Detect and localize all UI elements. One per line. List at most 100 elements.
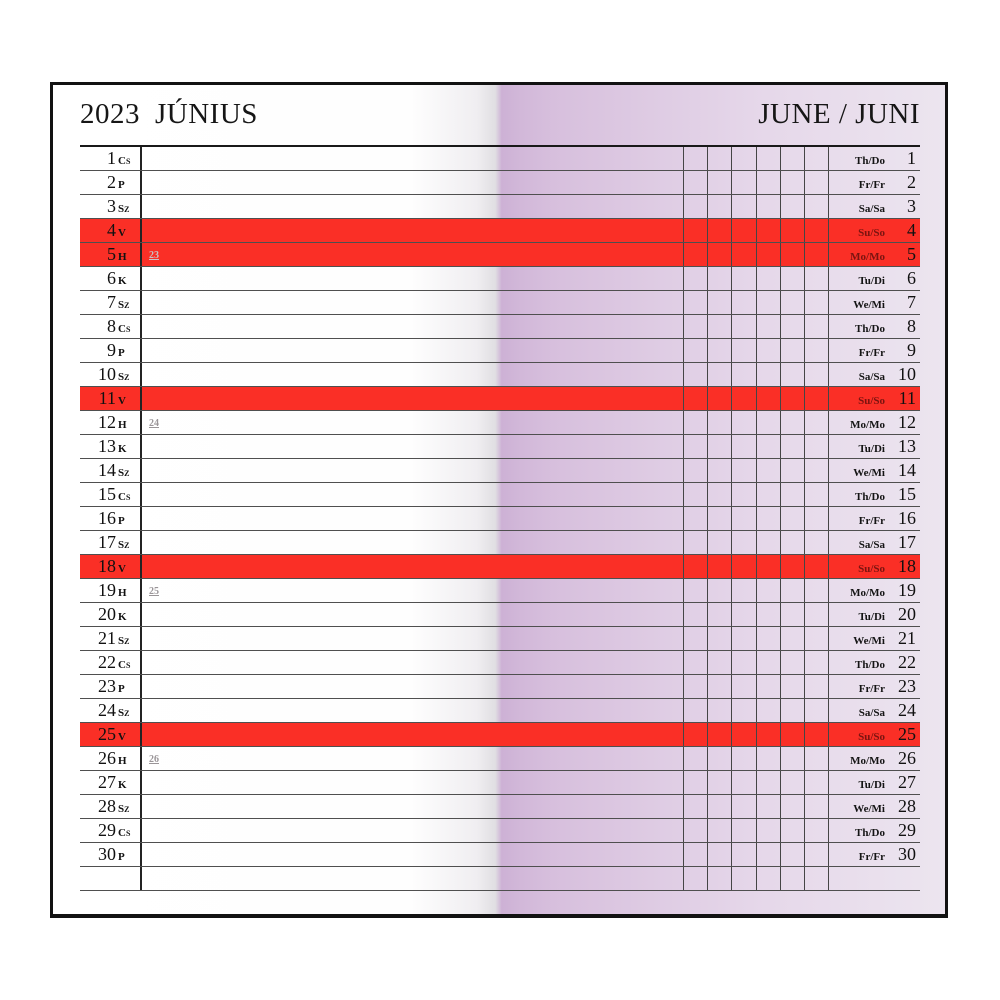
grid-cell (683, 147, 707, 170)
grid-cell (683, 867, 707, 890)
grid-cell (755, 219, 780, 242)
tick-grid (683, 531, 828, 554)
grid-cell (755, 747, 780, 770)
day-abbr-hungarian: Sz (118, 803, 130, 815)
grid-cell (707, 267, 731, 290)
day-abbr-hungarian: V (118, 395, 126, 407)
day-number-left: 15 (98, 484, 116, 504)
calendar-row-17: 17 Sz Sa/Sa 17 (80, 531, 920, 555)
grid-cell (683, 771, 707, 794)
day-cell-left: 21 Sz (80, 627, 142, 650)
day-number-right: 12 (898, 412, 916, 432)
grid-cell (779, 483, 804, 506)
day-number-left: 17 (98, 532, 116, 552)
day-abbr-en-de: Fr/Fr (858, 683, 885, 695)
grid-cell (731, 363, 755, 386)
grid-cell (683, 843, 707, 866)
tick-grid (683, 867, 828, 890)
day-number-right: 10 (898, 364, 916, 384)
tick-grid (683, 603, 828, 626)
day-number-right: 5 (907, 244, 916, 264)
grid-cell (731, 675, 755, 698)
grid-cell (779, 147, 804, 170)
day-number-left: 2 (107, 172, 116, 192)
day-number-left: 4 (107, 220, 116, 240)
grid-cell (755, 627, 780, 650)
grid-cell (803, 171, 828, 194)
year-label: 2023 (80, 98, 140, 130)
page-frame: 2023 JÚNIUS JUNE / JUNI 1 Cs Th/Do 1 2 P Fr/Fr… (50, 82, 948, 918)
day-cell-right: Su/So 11 (828, 387, 920, 410)
day-cell-left: 10 Sz (80, 363, 142, 386)
day-cell-right: Su/So 18 (828, 555, 920, 578)
grid-cell (803, 843, 828, 866)
day-cell-right: We/Mi 14 (828, 459, 920, 482)
calendar-row-20: 20 K Tu/Di 20 (80, 603, 920, 627)
day-abbr-hungarian: Sz (118, 299, 130, 311)
day-abbr-hungarian: Cs (118, 323, 131, 335)
tick-grid (683, 819, 828, 842)
grid-cell (779, 795, 804, 818)
grid-cell (731, 699, 755, 722)
day-abbr-en-de: Mo/Mo (850, 587, 885, 599)
week-number: 23 (149, 250, 159, 261)
day-abbr-en-de: Fr/Fr (858, 347, 885, 359)
grid-cell (803, 291, 828, 314)
day-abbr-hungarian: Sz (118, 539, 130, 551)
tick-grid (683, 387, 828, 410)
day-abbr-hungarian: K (118, 275, 127, 287)
notes-area (142, 291, 683, 314)
notes-area (142, 387, 683, 410)
grid-cell (779, 171, 804, 194)
day-cell-right: Fr/Fr 2 (828, 171, 920, 194)
day-abbr-hungarian: K (118, 611, 127, 623)
day-abbr-en-de: Fr/Fr (858, 851, 885, 863)
grid-cell (731, 579, 755, 602)
day-number-left: 24 (98, 700, 116, 720)
day-cell-right: Fr/Fr 16 (828, 507, 920, 530)
grid-cell (755, 819, 780, 842)
day-number-right: 13 (898, 436, 916, 456)
day-number-left: 25 (98, 724, 116, 744)
grid-cell (755, 531, 780, 554)
grid-cell (803, 315, 828, 338)
day-cell-left: 22 Cs (80, 651, 142, 674)
day-abbr-en-de: Th/Do (855, 155, 885, 167)
day-abbr-en-de: Su/So (858, 227, 885, 239)
day-abbr-en-de: Tu/Di (858, 443, 885, 455)
grid-cell (707, 219, 731, 242)
grid-cell (683, 195, 707, 218)
notes-area (142, 819, 683, 842)
grid-cell (731, 531, 755, 554)
day-number-right: 30 (898, 844, 916, 864)
grid-cell (683, 675, 707, 698)
grid-cell (755, 843, 780, 866)
day-abbr-en-de: Fr/Fr (858, 515, 885, 527)
grid-cell (707, 723, 731, 746)
day-cell-left: 15 Cs (80, 483, 142, 506)
grid-cell (683, 243, 707, 266)
day-number-left: 9 (107, 340, 116, 360)
calendar-row-4: 4 V Su/So 4 (80, 219, 920, 243)
day-abbr-hungarian: V (118, 731, 126, 743)
header-left: 2023 JÚNIUS (80, 98, 258, 131)
grid-cell (779, 531, 804, 554)
notes-area (142, 555, 683, 578)
grid-cell (803, 651, 828, 674)
day-cell-left: 26 H (80, 747, 142, 770)
grid-cell (707, 843, 731, 866)
day-number-right: 22 (898, 652, 916, 672)
day-number-left: 6 (107, 268, 116, 288)
day-abbr-en-de: Mo/Mo (850, 419, 885, 431)
grid-cell (779, 411, 804, 434)
grid-cell (803, 579, 828, 602)
day-number-right: 6 (907, 268, 916, 288)
day-cell-right: Sa/Sa 24 (828, 699, 920, 722)
grid-cell (731, 435, 755, 458)
grid-cell (779, 267, 804, 290)
day-abbr-hungarian: Cs (118, 827, 131, 839)
tick-grid (683, 651, 828, 674)
grid-cell (755, 195, 780, 218)
